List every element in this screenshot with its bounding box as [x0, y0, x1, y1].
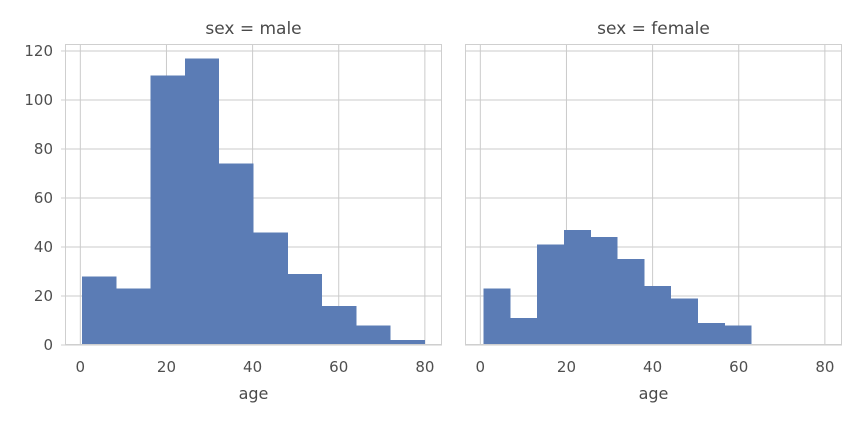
- x-tick-label: 60: [729, 358, 749, 376]
- x-tick-label: 80: [815, 358, 835, 376]
- x-tick-label: 0: [75, 358, 86, 376]
- x-tick-label: 0: [475, 358, 486, 376]
- histogram-bar: [483, 288, 511, 345]
- histogram-bar: [724, 325, 752, 345]
- histogram-bar: [563, 229, 591, 345]
- histogram-bar: [390, 340, 425, 345]
- x-axis-label: age: [238, 384, 269, 403]
- histogram-bar: [116, 288, 151, 345]
- histogram-bar: [287, 273, 323, 345]
- histogram-bar: [698, 322, 725, 345]
- x-tick-label: 20: [156, 358, 176, 376]
- x-tick-label: 20: [556, 358, 576, 376]
- x-tick-label: 40: [643, 358, 663, 376]
- histogram-bar: [322, 305, 357, 345]
- x-tick-label: 40: [243, 358, 263, 376]
- x-tick-label: 80: [415, 358, 435, 376]
- histogram-bar: [150, 75, 185, 346]
- histogram-bar: [253, 232, 288, 345]
- y-tick-label: 40: [33, 237, 53, 256]
- y-tick-label: 0: [43, 336, 53, 354]
- histogram-plot-male: [61, 44, 442, 346]
- y-tick-label: 120: [24, 41, 53, 60]
- histogram-bar: [590, 237, 618, 345]
- histogram-bar: [356, 325, 391, 345]
- y-tick-label: 20: [33, 286, 53, 305]
- histogram-bar: [510, 318, 538, 345]
- histogram-bar: [219, 163, 254, 345]
- y-tick-label: 80: [33, 139, 53, 158]
- histogram-bar: [184, 58, 220, 345]
- histogram-bar: [671, 298, 699, 345]
- facet-title-female: sex = female: [597, 19, 710, 39]
- axes-frame: [465, 44, 842, 345]
- histogram-bar: [82, 276, 117, 345]
- histogram-bar: [644, 286, 672, 345]
- histogram-bar: [617, 259, 645, 345]
- x-tick-label: 60: [329, 358, 349, 376]
- histogram-plot-female: [465, 44, 842, 346]
- facet-title-male: sex = male: [205, 19, 302, 39]
- x-axis-label: age: [638, 384, 669, 403]
- y-tick-label: 100: [24, 90, 53, 109]
- axes-frame: [65, 44, 442, 345]
- histogram-bar: [537, 244, 564, 345]
- y-tick-label: 60: [33, 188, 53, 207]
